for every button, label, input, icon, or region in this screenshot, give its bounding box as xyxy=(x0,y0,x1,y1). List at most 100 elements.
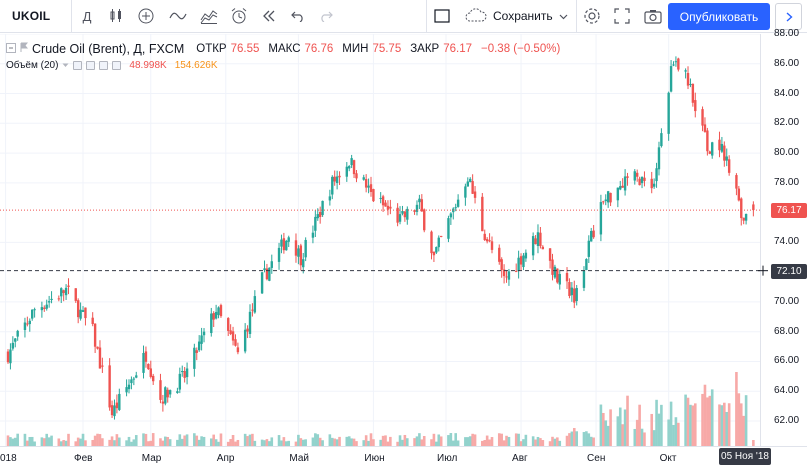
templates-icon[interactable] xyxy=(194,0,224,33)
candle-body xyxy=(149,368,152,377)
candle-body xyxy=(231,331,235,341)
volume-bar xyxy=(606,425,610,446)
candle-body xyxy=(558,274,561,285)
volume-bar xyxy=(369,433,373,446)
volume-bar xyxy=(91,439,94,446)
eye-icon[interactable] xyxy=(73,61,83,70)
interval-button[interactable]: Д xyxy=(82,8,92,24)
volume-bar xyxy=(618,407,622,446)
candle-body xyxy=(568,281,571,297)
volume-bar xyxy=(655,399,658,446)
candle-body xyxy=(723,145,726,161)
candle-body xyxy=(234,339,237,346)
candle-body xyxy=(168,390,172,395)
candle-body xyxy=(372,189,375,202)
chevron-down-icon[interactable] xyxy=(62,60,69,71)
save-button[interactable]: Сохранить xyxy=(457,0,576,33)
volume-bar xyxy=(217,441,220,446)
candle-body xyxy=(113,405,116,417)
candle-body xyxy=(144,351,148,362)
volume-bar xyxy=(500,433,503,446)
volume-bar xyxy=(113,440,116,446)
volume-bar xyxy=(626,395,629,446)
candle-body xyxy=(650,178,653,189)
candle-body xyxy=(299,245,303,266)
layout-icon[interactable] xyxy=(427,0,457,33)
candle-body xyxy=(381,196,385,206)
candle-body xyxy=(135,375,138,378)
volume-bar xyxy=(471,433,474,446)
replay-icon[interactable] xyxy=(254,0,284,33)
candle-body xyxy=(16,330,19,337)
volume-bar xyxy=(599,404,603,446)
flag-icon[interactable] xyxy=(20,42,29,56)
volume-bar xyxy=(481,440,484,446)
change-value: −0.38 (−0.50%) xyxy=(481,43,561,55)
fullscreen-icon[interactable] xyxy=(607,0,637,33)
volume-bar xyxy=(575,431,578,446)
volume-bar xyxy=(686,397,690,446)
candle-body xyxy=(621,185,624,188)
close-icon[interactable] xyxy=(99,61,109,70)
candle-body xyxy=(498,247,501,262)
candle-body xyxy=(485,239,489,242)
volume-bar xyxy=(669,401,673,446)
volume-bar xyxy=(418,433,421,446)
undo-icon[interactable] xyxy=(284,0,312,33)
volume-bar xyxy=(265,439,269,446)
time-label: Июн xyxy=(364,453,385,464)
candle-body xyxy=(248,311,252,334)
volume-bar xyxy=(57,438,61,446)
volume-bar xyxy=(657,413,661,446)
candle-body xyxy=(79,309,82,319)
candles-icon[interactable] xyxy=(102,0,130,33)
candle-body xyxy=(214,312,218,319)
volume-bar xyxy=(652,430,656,446)
alert-icon[interactable] xyxy=(224,0,254,33)
more-icon[interactable] xyxy=(112,61,122,70)
close-label: ЗАКР xyxy=(410,43,440,55)
volume-bar xyxy=(524,434,528,446)
symbol-search-button[interactable]: UKOIL xyxy=(0,0,72,33)
candle-body xyxy=(706,130,709,152)
volume-bar xyxy=(193,433,196,446)
collapse-icon[interactable] xyxy=(6,42,16,56)
add-compare-icon[interactable] xyxy=(130,0,162,33)
volume-bar xyxy=(449,433,453,446)
candle-body xyxy=(166,389,169,398)
settings-icon[interactable] xyxy=(86,61,96,70)
publish-button[interactable]: Опубликовать xyxy=(668,3,770,30)
volume-bar xyxy=(454,433,457,446)
series-title[interactable]: Crude Oil (Brent), Д, FXCM xyxy=(32,42,185,56)
candle-body xyxy=(587,240,590,257)
candle-body xyxy=(314,216,317,231)
volume-bar xyxy=(108,439,111,446)
volume-bar xyxy=(718,404,721,446)
redo-icon[interactable] xyxy=(312,0,340,33)
volume-bar xyxy=(456,440,460,446)
volume-bar xyxy=(739,403,743,446)
volume-bar xyxy=(125,440,128,446)
volume-bar xyxy=(6,435,10,446)
volume-bar xyxy=(180,438,184,446)
candle-body xyxy=(64,287,68,296)
play-icon[interactable] xyxy=(775,3,802,30)
volume-bar xyxy=(422,436,426,446)
indicators-icon[interactable] xyxy=(162,0,194,33)
candle-body xyxy=(701,109,704,126)
volume-bar xyxy=(76,437,80,446)
candle-body xyxy=(331,176,334,195)
volume-bar xyxy=(287,440,291,446)
price-chart[interactable] xyxy=(0,34,807,469)
volume-bar xyxy=(347,436,351,446)
volume-bar xyxy=(490,437,494,446)
volume-bar xyxy=(209,438,213,446)
volume-bar xyxy=(396,441,399,446)
candle-body xyxy=(76,300,80,318)
candle-body xyxy=(178,373,182,390)
candle-body xyxy=(655,168,658,182)
volume-label[interactable]: Объём (20) xyxy=(6,60,59,71)
settings-icon[interactable] xyxy=(577,0,607,33)
candle-body xyxy=(619,186,622,190)
snapshot-icon[interactable] xyxy=(637,0,669,33)
